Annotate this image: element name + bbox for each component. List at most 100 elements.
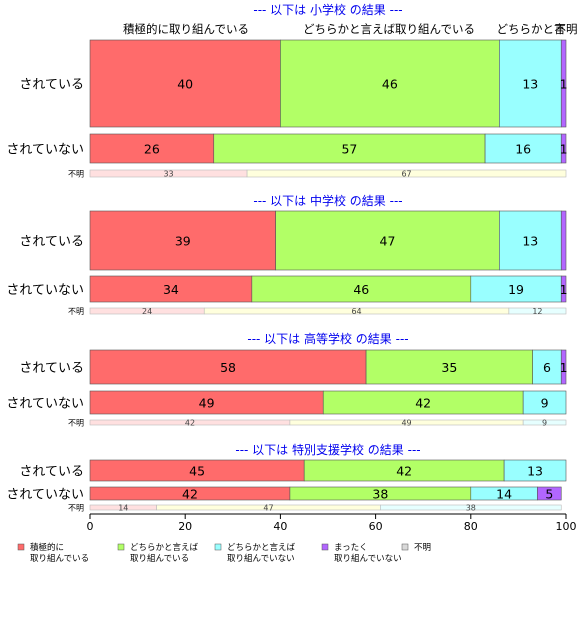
group-title: --- 以下は 特別支援学校 の結果 --- (235, 442, 420, 457)
data-label: 42 (396, 464, 412, 479)
row-label: されていない (6, 143, 84, 158)
data-label: 49 (199, 396, 215, 411)
legend-label: 取り組んでいない (227, 553, 295, 564)
x-tick-label: 100 (556, 520, 577, 533)
row-label: されていない (6, 488, 84, 503)
bar-segment (89, 349, 367, 385)
group-title: --- 以下は 小学校 の結果 --- (253, 2, 402, 17)
data-label: 40 (177, 77, 193, 92)
data-label: 45 (189, 464, 205, 479)
row-label: されていない (6, 397, 84, 412)
x-tick-label: 40 (273, 520, 287, 533)
legend-label: 取り組んでいる (30, 553, 89, 564)
bar-segment (484, 133, 562, 164)
legend-label: まったく (334, 543, 368, 553)
group-title: --- 以下は 高等学校 の結果 --- (247, 331, 408, 346)
bar-segment (213, 133, 486, 164)
bar-segment (560, 210, 567, 271)
data-label: 49 (401, 419, 411, 428)
bar-segment (470, 275, 562, 303)
data-label: 14 (118, 504, 128, 513)
bar-segment (560, 275, 567, 303)
bar-segment (503, 459, 567, 482)
legend-label: 積極的に (30, 542, 64, 553)
x-tick-label: 80 (464, 520, 478, 533)
legend-swatch (17, 543, 25, 551)
bar-segment (365, 349, 533, 385)
category-header: どちらかと言えば取り組んでいる (303, 22, 475, 36)
data-label: 33 (163, 170, 173, 179)
row-label: されている (19, 465, 84, 480)
bar-segment (246, 169, 567, 178)
data-label: 9 (541, 396, 549, 411)
x-tick-label: 20 (178, 520, 192, 533)
data-label: 1 (560, 282, 568, 297)
data-label: 14 (496, 487, 512, 502)
data-label: 47 (380, 234, 396, 249)
row-label: されている (19, 78, 84, 93)
bar-segment (560, 349, 567, 385)
row-label: されている (19, 361, 84, 376)
row-label-unknown: 不明 (68, 307, 84, 316)
bar-segment (89, 275, 253, 303)
data-label: 67 (401, 170, 411, 179)
bar-segment (522, 390, 567, 415)
data-label: 19 (508, 282, 524, 297)
row-label-unknown: 不明 (68, 419, 84, 428)
bar-segment (522, 419, 567, 426)
data-label: 6 (543, 360, 551, 375)
legend-label: 取り組んでいる (130, 553, 189, 564)
bar-segment (251, 275, 472, 303)
data-label: 24 (142, 307, 152, 316)
x-tick-label: 60 (369, 520, 383, 533)
legend-label: 取り組んでいない (334, 553, 402, 564)
legend-label: どちらかと言えば (130, 542, 199, 553)
bar-segment (560, 133, 567, 164)
data-label: 46 (382, 77, 398, 92)
legend-swatch (321, 543, 329, 551)
category-header: 不明 (555, 22, 578, 36)
row-label: されている (19, 235, 84, 250)
category-header: 積極的に取り組んでいる (123, 22, 249, 36)
data-label: 64 (351, 307, 361, 316)
data-label: 12 (532, 307, 542, 316)
bar-segment (380, 504, 562, 511)
data-label: 38 (372, 487, 388, 502)
data-label: 9 (542, 419, 547, 428)
legend-swatch (117, 543, 125, 551)
legend-label: どちらかと言えば (227, 542, 296, 553)
data-label: 57 (341, 142, 357, 157)
bar-segment (499, 210, 562, 271)
x-tick-label: 0 (87, 520, 94, 533)
bar-segment (89, 133, 215, 164)
data-label: 13 (527, 464, 543, 479)
data-label: 16 (515, 142, 531, 157)
category-header: どちらかと言 (497, 22, 566, 36)
bar-segment (280, 39, 500, 128)
row-label-unknown: 不明 (68, 504, 84, 513)
data-label: 26 (144, 142, 160, 157)
data-label: 42 (185, 419, 195, 428)
data-label: 47 (263, 504, 273, 513)
data-label: 42 (415, 396, 431, 411)
legend-swatch (401, 543, 409, 551)
data-label: 5 (545, 487, 553, 502)
legend-swatch (214, 543, 222, 551)
data-label: 1 (560, 360, 568, 375)
data-label: 13 (522, 234, 538, 249)
bar-segment (537, 486, 562, 501)
data-label: 38 (466, 504, 476, 513)
data-label: 35 (441, 360, 457, 375)
bar-segment (275, 210, 500, 271)
data-label: 13 (522, 77, 538, 92)
data-label: 1 (560, 142, 568, 157)
bar-segment (532, 349, 562, 385)
legend-label: 不明 (414, 543, 431, 553)
data-label: 46 (353, 282, 369, 297)
bar-segment (508, 307, 567, 315)
data-label: 1 (560, 77, 568, 92)
bar-segment (560, 39, 567, 128)
group-title: --- 以下は 中学校 の結果 --- (253, 193, 402, 208)
data-label: 58 (220, 360, 236, 375)
